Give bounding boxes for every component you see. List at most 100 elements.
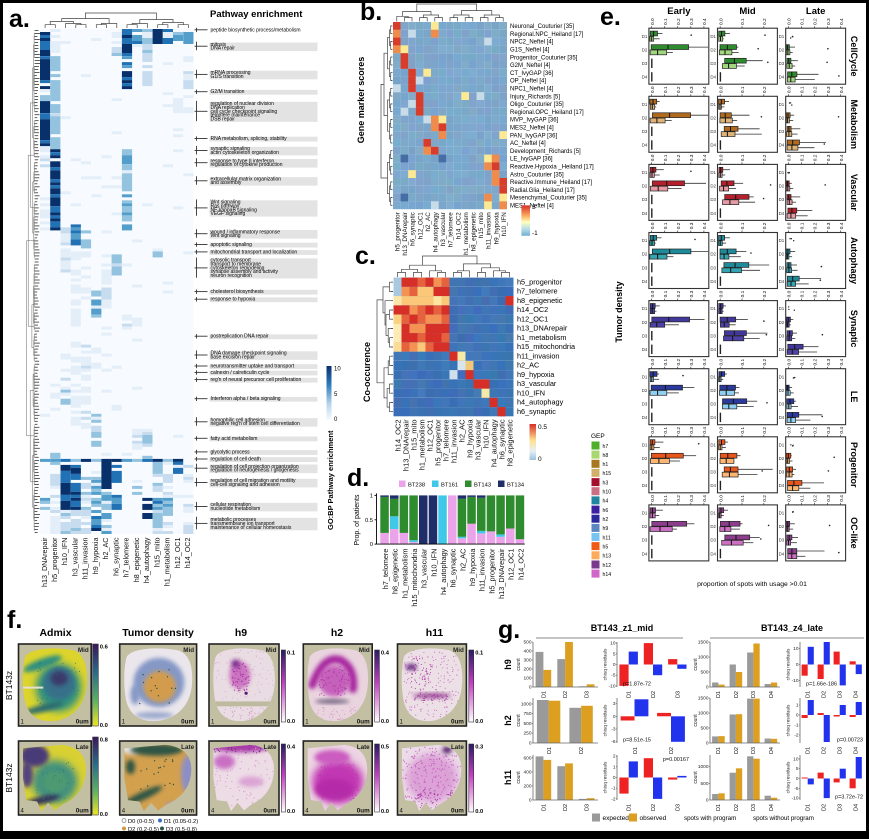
svg-text:0.3: 0.3 [826, 358, 832, 365]
svg-text:0.0: 0.0 [287, 809, 295, 815]
svg-text:Reactive.Immune_Heiland [17]: Reactive.Immune_Heiland [17] [510, 180, 592, 186]
svg-text:mitochondrial transport and lo: mitochondrial transport and localization [211, 249, 298, 255]
svg-text:D4: D4 [779, 143, 785, 148]
svg-text:0.2: 0.2 [676, 495, 682, 502]
svg-text:0.0: 0.0 [718, 290, 724, 297]
svg-text:D1: D1 [710, 238, 716, 243]
svg-text:0um: 0um [451, 719, 464, 726]
svg-text:D4: D4 [642, 551, 648, 556]
svg-text:h10_IFN: h10_IFN [429, 549, 438, 577]
svg-text:D2: D2 [779, 320, 785, 325]
svg-text:0.5: 0.5 [538, 424, 547, 431]
svg-text:0.2: 0.2 [676, 86, 682, 93]
svg-text:Reactive.Hypoxia _Heiland [17]: Reactive.Hypoxia _Heiland [17] [510, 165, 594, 171]
svg-text:DSB repair: DSB repair [211, 117, 236, 123]
svg-text:Mid: Mid [359, 647, 370, 654]
svg-text:1: 1 [400, 720, 404, 726]
svg-text:p=1.87e-72: p=1.87e-72 [623, 682, 651, 688]
svg-text:0.4: 0.4 [839, 427, 845, 434]
svg-text:0.0: 0.0 [787, 154, 793, 161]
svg-text:D2: D2 [651, 804, 657, 811]
svg-text:0.0: 0.0 [787, 495, 793, 502]
svg-text:0.4: 0.4 [702, 18, 708, 25]
svg-text:D2: D2 [563, 804, 569, 811]
svg-text:Neuronal_Couturier [35]: Neuronal_Couturier [35] [510, 24, 574, 30]
svg-text:D1: D1 [633, 747, 639, 754]
svg-text:1000: 1000 [521, 701, 532, 707]
svg-text:D3: D3 [642, 470, 648, 475]
svg-text:0.1: 0.1 [663, 358, 669, 365]
svg-text:D2 (0.2-0.5): D2 (0.2-0.5) [128, 827, 159, 833]
svg-text:Mid: Mid [453, 647, 464, 654]
svg-text:h1_metabolism: h1_metabolism [463, 212, 470, 255]
svg-text:h9_hypoxia: h9_hypoxia [517, 370, 555, 379]
svg-text:h6_synaptic: h6_synaptic [517, 407, 556, 416]
svg-text:0.0: 0.0 [787, 427, 793, 434]
svg-text:0.4: 0.4 [839, 86, 845, 93]
svg-text:calnexin / calreticulin cycle: calnexin / calreticulin cycle [211, 370, 270, 376]
svg-text:0: 0 [706, 685, 709, 691]
svg-text:Ras pathway: Ras pathway [211, 204, 240, 210]
svg-text:h11_invasion: h11_invasion [517, 351, 559, 360]
svg-text:0.2: 0.2 [762, 222, 768, 229]
svg-text:0.0: 0.0 [381, 719, 389, 725]
svg-text:h1_metabolism: h1_metabolism [417, 419, 426, 470]
svg-text:proportion of spots with usage: proportion of spots with usage >0.01 [697, 581, 807, 588]
svg-text:0.1: 0.1 [800, 495, 806, 502]
svg-text:400: 400 [523, 769, 531, 775]
svg-text:D3: D3 [710, 197, 716, 202]
svg-text:0.3: 0.3 [826, 86, 832, 93]
svg-text:p=0.00723: p=0.00723 [837, 738, 863, 744]
svg-text:D3: D3 [779, 470, 785, 475]
svg-text:D4: D4 [779, 75, 785, 80]
svg-text:D2: D2 [779, 524, 785, 529]
svg-text:Tumor density: Tumor density [122, 627, 194, 639]
svg-text:4: 4 [400, 809, 404, 815]
svg-text:0.0: 0.0 [718, 154, 724, 161]
svg-text:-10: -10 [792, 678, 799, 684]
svg-text:D1: D1 [642, 170, 648, 175]
svg-text:D4: D4 [710, 483, 716, 488]
svg-text:h9: h9 [503, 659, 513, 670]
svg-text:OC-like: OC-like [849, 517, 859, 549]
svg-text:base excision repair: base excision repair [211, 354, 256, 360]
svg-text:D3: D3 [838, 691, 844, 698]
svg-text:regulation of cell death: regulation of cell death [211, 457, 262, 463]
svg-text:-5: -5 [611, 673, 616, 679]
svg-text:chisq residuals: chisq residuals [603, 648, 609, 680]
svg-text:D4: D4 [769, 804, 775, 811]
svg-text:0.1: 0.1 [663, 427, 669, 434]
svg-text:D4: D4 [710, 415, 716, 420]
svg-text:0.0: 0.0 [100, 812, 108, 818]
svg-text:h15_mito: h15_mito [152, 538, 161, 568]
svg-text:0.3: 0.3 [826, 154, 832, 161]
svg-text:PAN_IvyGAP [36]: PAN_IvyGAP [36] [510, 133, 557, 139]
svg-text:0.1: 0.1 [800, 290, 806, 297]
svg-text:0.1: 0.1 [800, 18, 806, 25]
svg-text:0um: 0um [181, 719, 194, 726]
svg-text:MES2_Neftel [4]: MES2_Neftel [4] [510, 126, 554, 132]
svg-text:D2: D2 [734, 804, 740, 811]
svg-text:0um: 0um [357, 808, 370, 815]
svg-text:-2: -2 [794, 733, 799, 739]
svg-text:h14_OC2: h14_OC2 [517, 305, 548, 314]
svg-text:Metabolism: Metabolism [849, 100, 859, 150]
svg-text:metabolic processes: metabolic processes [211, 517, 257, 523]
svg-text:-1: -1 [794, 723, 799, 729]
svg-text:synapse assembly and activity: synapse assembly and activity [211, 269, 279, 275]
svg-text:D2: D2 [779, 47, 785, 52]
svg-text:chisq residuals: chisq residuals [786, 704, 792, 736]
svg-text:D3: D3 [779, 129, 785, 134]
svg-text:3: 3 [532, 204, 536, 211]
svg-text:0.1: 0.1 [800, 427, 806, 434]
svg-text:h11: h11 [426, 627, 444, 639]
svg-text:h3_vascular: h3_vascular [517, 379, 557, 388]
svg-text:GEP: GEP [591, 433, 605, 440]
svg-text:0.1: 0.1 [740, 290, 746, 297]
svg-text:0.1: 0.1 [800, 222, 806, 229]
svg-text:Wnt signaling: Wnt signaling [211, 233, 241, 239]
svg-text:h15: h15 [603, 471, 612, 477]
svg-text:regulation of neurogenesis / g: regulation of neurogenesis / gliogenesis [211, 468, 300, 474]
svg-text:D3: D3 [585, 691, 591, 698]
svg-text:OP_Neftel [4]: OP_Neftel [4] [510, 79, 546, 85]
